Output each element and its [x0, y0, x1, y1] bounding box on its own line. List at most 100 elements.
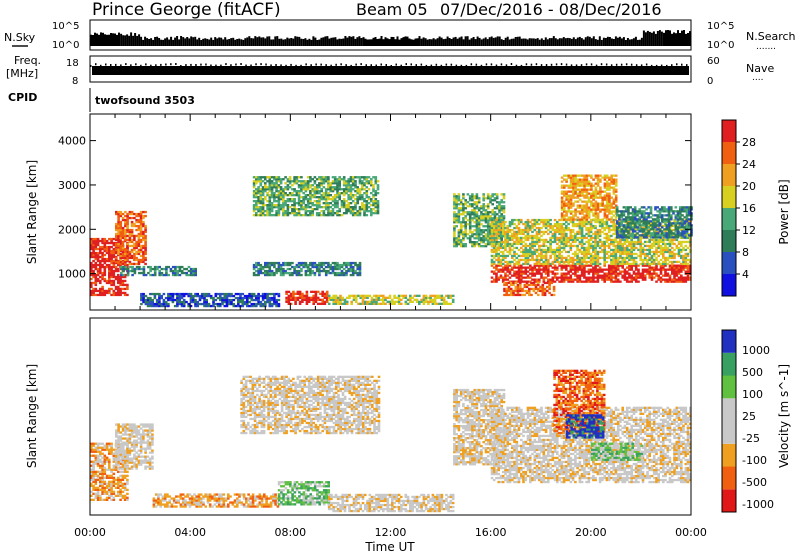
heatmap-cell [354, 206, 357, 209]
heatmap-cell [587, 234, 591, 238]
heatmap-cell [178, 292, 181, 296]
nsky-bar [192, 37, 195, 46]
heatmap-cell [486, 241, 490, 244]
heatmap-cell [562, 234, 566, 238]
heatmap-cell [484, 239, 488, 242]
heatmap-cell [309, 206, 312, 209]
heatmap-cell [589, 230, 593, 234]
heatmap-cell [560, 224, 564, 228]
heatmap-cell [578, 236, 582, 240]
heatmap-cell [377, 296, 381, 299]
heatmap-cell [475, 227, 479, 230]
heatmap-cell [255, 212, 258, 215]
heatmap-cell [329, 271, 332, 275]
heatmap-cell [610, 266, 613, 269]
heatmap-cell [103, 245, 107, 249]
heatmap-cell [497, 248, 500, 252]
heatmap-cell [610, 258, 613, 262]
heatmap-cell [664, 280, 667, 283]
heatmap-cell [673, 274, 676, 277]
heatmap-cell [356, 265, 359, 269]
heatmap-cell [397, 294, 401, 297]
heatmap-cell [347, 196, 350, 199]
heatmap-cell [580, 232, 584, 236]
heatmap-cell [351, 180, 355, 183]
heatmap-cell [560, 278, 564, 281]
heatmap-cell [327, 210, 330, 213]
heatmap-cell [94, 279, 98, 283]
heatmap-cell [176, 269, 179, 273]
heatmap-cell [612, 254, 615, 258]
heatmap-cell [330, 296, 333, 299]
freq-mark [545, 64, 548, 66]
heatmap-cell [144, 273, 148, 277]
heatmap-cell [266, 269, 269, 273]
heatmap-cell [508, 242, 512, 246]
heatmap-cell [300, 263, 303, 267]
heatmap-cell [652, 242, 656, 246]
heatmap-cell [105, 263, 109, 267]
heatmap-cell [632, 262, 636, 266]
heatmap-cell [684, 270, 688, 273]
heatmap-cell [119, 212, 123, 216]
heatmap-cell [522, 248, 525, 252]
heatmap-cell [578, 264, 582, 267]
heatmap-cell [365, 182, 369, 185]
heatmap-cell [286, 200, 290, 203]
heatmap-cell [112, 247, 116, 251]
heatmap-cell [309, 210, 312, 213]
heatmap-cell [110, 283, 113, 287]
heatmap-cell [427, 302, 430, 305]
heatmap-cell [323, 294, 327, 297]
heatmap-cell [105, 281, 109, 285]
heatmap-cell [239, 300, 242, 304]
heatmap-cell [259, 176, 263, 179]
heatmap-cell [462, 195, 465, 198]
heatmap-cell [340, 188, 344, 191]
heatmap-cell [363, 192, 366, 195]
heatmap-cell [273, 261, 276, 265]
heatmap-cell [520, 240, 523, 244]
heatmap-cell [506, 262, 509, 266]
heatmap-cell [549, 246, 552, 250]
freq-series [90, 63, 689, 75]
heatmap-cell [531, 272, 534, 275]
heatmap-cell [455, 213, 458, 216]
nsky-bar [398, 39, 401, 46]
heatmap-cell [533, 252, 537, 256]
heatmap-cell [632, 258, 636, 262]
heatmap-cell [455, 207, 458, 210]
heatmap-cell [393, 296, 396, 299]
heatmap-cell [296, 298, 300, 301]
heatmap-cell [560, 272, 564, 275]
heatmap-cell [576, 222, 579, 226]
heatmap-cell [455, 237, 458, 240]
heatmap-cell [259, 300, 263, 304]
heatmap-cell [506, 244, 509, 248]
heatmap-cell [329, 267, 332, 271]
heatmap-cell [468, 225, 472, 228]
heatmap-cell [327, 261, 330, 265]
heatmap-cell [354, 298, 358, 301]
heatmap-cell [356, 176, 359, 179]
heatmap-cell [585, 236, 588, 240]
heatmap-cell [252, 190, 256, 193]
heatmap-cell [241, 296, 245, 300]
heatmap-cell [558, 230, 561, 234]
heatmap-cell [648, 258, 651, 262]
heatmap-cell [241, 292, 245, 296]
heatmap-cell [440, 296, 444, 299]
heatmap-cell [436, 296, 439, 299]
heatmap-cell [453, 245, 456, 248]
heatmap-cell [121, 283, 125, 287]
heatmap-cell [492, 262, 496, 266]
heatmap-cell [542, 254, 546, 258]
heatmap-cell [464, 227, 467, 230]
freq-mark [445, 63, 448, 66]
heatmap-cell [571, 268, 575, 271]
heatmap-cell [671, 264, 674, 267]
heatmap-cell [571, 266, 575, 269]
heatmap-cell [295, 190, 299, 193]
heatmap-cell [270, 182, 274, 185]
heatmap-cell [304, 208, 308, 211]
